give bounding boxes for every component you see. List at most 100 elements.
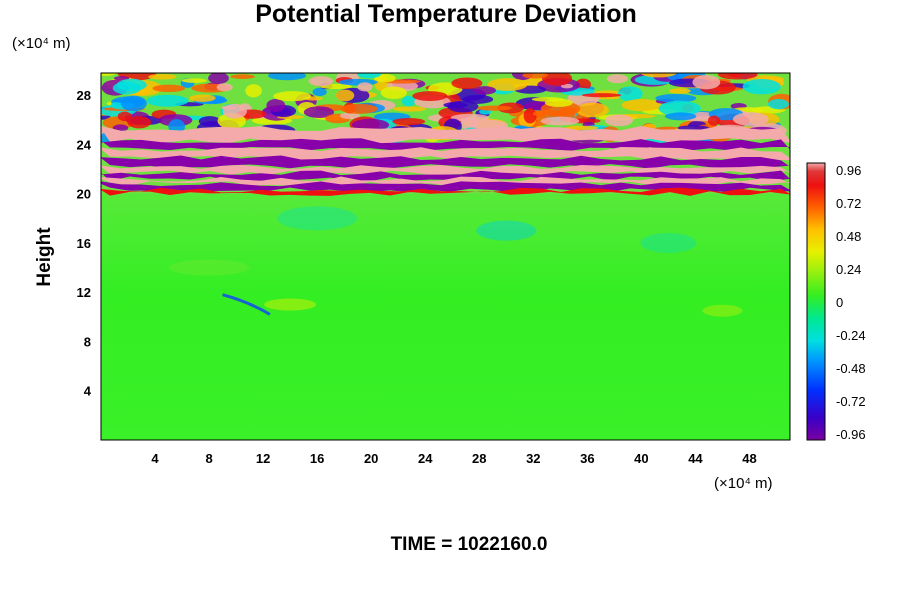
stratosphere-blob [487,78,528,91]
stratosphere-blob [541,73,573,86]
colorbar-tick-label: -0.96 [836,427,866,442]
y-tick-label: 12 [77,285,91,300]
stratosphere-blob [148,74,177,80]
x-tick-label: 32 [526,451,540,466]
colorbar-ticks: 0.96 0.72 0.48 0.24 0 -0.24 -0.48 -0.72 -0.96 [836,163,866,442]
stratosphere-blob [303,106,335,118]
stratosphere-blob [338,78,378,86]
stratosphere-blob [208,73,229,84]
stratosphere-blob [473,86,497,95]
stratosphere-blob [112,124,129,132]
stratosphere-blob [112,99,144,104]
y-tick-label: 28 [77,88,91,103]
troposphere-anomaly [169,259,250,276]
y-unit-label: (×10⁴ m) [12,35,71,52]
stratosphere-blob [181,78,207,83]
stratosphere-blob [477,105,512,111]
stratosphere-blob [451,77,483,90]
stratosphere-blob [742,78,781,95]
x-tick-label: 24 [418,451,433,466]
troposphere-anomaly [264,298,317,311]
stratosphere-blob [412,91,448,101]
stratosphere-region [101,73,790,196]
stratosphere-blob [351,118,390,132]
troposphere-anomaly [702,304,743,317]
colorbar: 0.96 0.72 0.48 0.24 0 -0.24 -0.48 -0.72 -0.96 [806,162,866,442]
stratosphere-blob [335,89,355,102]
stratosphere-blob [340,112,360,120]
y-tick-label: 16 [77,236,91,251]
x-tick-label: 48 [742,451,756,466]
colorbar-tick-label: 0 [836,295,843,310]
stratosphere-blob [356,73,382,79]
stratosphere-blob [576,102,609,118]
y-axis-ticks: 4 8 12 16 20 24 28 [77,88,92,399]
stratosphere-blob [604,114,634,127]
stratosphere-blob [189,94,216,102]
heatmap-field [101,73,790,440]
stratosphere-blob [581,93,622,98]
stratosphere-blob [450,113,490,122]
troposphere-features [169,206,743,317]
stratosphere-blob [717,73,758,80]
troposphere-anomaly [640,232,697,253]
y-tick-label: 20 [77,187,91,202]
stratosphere-blob [340,103,378,114]
stratosphere-blob [273,91,312,102]
stratosphere-blob [152,84,186,93]
stratosphere-band [101,164,790,175]
stratosphere-blob [564,125,599,130]
x-tick-label: 44 [688,451,703,466]
stratosphere-blob [222,103,247,119]
stratosphere-blob [101,73,117,76]
chart-title: Potential Temperature Deviation [255,0,637,28]
x-tick-label: 40 [634,451,648,466]
x-tick-label: 36 [580,451,594,466]
plot-frame [100,72,791,441]
stratosphere-blob [120,95,147,112]
colorbar-tick-label: -0.72 [836,394,866,409]
x-tick-label: 28 [472,451,486,466]
stratosphere-blob [392,106,427,112]
stratosphere-blob [312,87,327,97]
time-label: TIME = 1022160.0 [391,534,548,555]
x-unit-label: (×10⁴ m) [714,475,773,492]
stratosphere-band [101,181,790,193]
y-tick-label: 4 [84,384,92,399]
stratosphere-blob [267,73,307,81]
stratosphere-blob [523,108,537,124]
y-axis-label: Height [34,227,55,287]
stratosphere-blob [575,78,592,91]
stratosphere-band [101,125,790,144]
troposphere-streak [222,293,271,316]
stratosphere-band [101,187,790,196]
x-tick-label: 4 [151,451,159,466]
stratosphere-blob [664,112,697,121]
stratosphere-blob [245,84,262,98]
colorbar-strip [806,162,826,441]
stratosphere-blob [230,74,255,79]
stratosphere-blob [640,73,677,78]
stratosphere-blob [216,83,233,92]
stratosphere-blob [112,81,141,95]
stratosphere-band [101,155,790,170]
stratosphere-blob [308,76,334,87]
colorbar-tick-label: 0.48 [836,229,861,244]
stratosphere-blob [658,100,701,117]
stratosphere-blob [522,73,548,79]
colorbar-tick-label: 0.24 [836,262,861,277]
x-tick-label: 8 [205,451,212,466]
stratosphere-blob [692,75,721,90]
x-tick-label: 16 [310,451,324,466]
stratosphere-blob [357,82,373,92]
colorbar-tick-label: 0.96 [836,163,861,178]
stratosphere-blob [532,109,564,118]
stratosphere-blob [127,116,152,129]
x-axis-ticks: 4 8 12 16 20 24 28 32 36 40 44 48 [151,451,756,466]
stratosphere-blob [669,88,691,94]
colorbar-tick-label: -0.24 [836,328,866,343]
stratosphere-blob [621,99,662,112]
colorbar-tick-label: 0.72 [836,196,861,211]
troposphere-anomaly [277,206,358,231]
